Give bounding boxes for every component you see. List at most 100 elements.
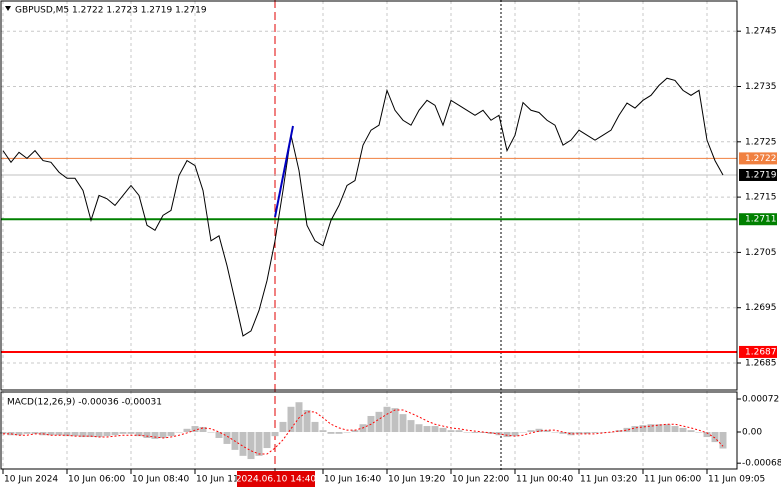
histogram-bar bbox=[7, 432, 15, 436]
histogram-bar bbox=[543, 430, 551, 433]
histogram-bar bbox=[607, 432, 615, 433]
histogram-bar bbox=[327, 432, 335, 434]
x-tick-label: 10 Jun 19:20 bbox=[388, 475, 445, 485]
histogram-bar bbox=[335, 432, 343, 434]
signal-line bbox=[3, 409, 724, 455]
histogram-bar bbox=[631, 426, 639, 433]
histogram-bar bbox=[503, 432, 511, 438]
histogram-bar bbox=[239, 432, 247, 456]
histogram-bar bbox=[455, 430, 463, 433]
histogram-bar bbox=[375, 411, 383, 433]
marks bbox=[0, 77, 737, 460]
histogram-bar bbox=[527, 430, 535, 433]
y-tick-label: 1.2725 bbox=[745, 137, 777, 147]
histogram-bar bbox=[383, 406, 391, 433]
price-frame bbox=[0, 0, 738, 391]
histogram-bar bbox=[575, 432, 583, 434]
histogram-bar bbox=[551, 432, 559, 433]
histogram-bar bbox=[287, 406, 295, 433]
histogram-bar bbox=[519, 432, 527, 433]
histogram-bar bbox=[167, 432, 175, 437]
histogram-bar bbox=[599, 432, 607, 433]
histogram-bar bbox=[215, 432, 223, 438]
price-level-label: 1.2687 bbox=[745, 347, 777, 357]
macd-frame bbox=[0, 391, 738, 470]
histogram-bar bbox=[103, 432, 111, 437]
histogram-bar bbox=[439, 427, 447, 433]
histogram-bar bbox=[703, 432, 711, 438]
histogram-bar bbox=[719, 432, 727, 449]
histogram-bar bbox=[391, 408, 399, 433]
histogram-bar bbox=[679, 427, 687, 433]
histogram-bar bbox=[511, 432, 519, 437]
grid bbox=[1, 1, 737, 469]
symbol-icon bbox=[5, 6, 11, 11]
histogram-bar bbox=[247, 432, 255, 460]
x-highlight-box bbox=[237, 471, 315, 487]
histogram-bar bbox=[159, 432, 167, 438]
histogram-bar bbox=[639, 425, 647, 433]
histogram-bar bbox=[687, 430, 695, 433]
price-level-box bbox=[739, 152, 777, 165]
histogram-bar bbox=[55, 432, 63, 436]
x-tick-label: 10 Jun 16:40 bbox=[324, 475, 381, 485]
histogram-bar bbox=[199, 426, 207, 433]
x-tick-label: 10 Jun 11:20 bbox=[196, 475, 253, 485]
histogram-bar bbox=[15, 432, 23, 436]
histogram-bar bbox=[279, 421, 287, 433]
histogram-bar bbox=[87, 432, 95, 438]
x-tick-label: 11 Jun 00:40 bbox=[516, 475, 573, 485]
histogram-bar bbox=[191, 426, 199, 433]
histogram-bar bbox=[535, 428, 543, 433]
histogram-bar bbox=[423, 426, 431, 433]
x-tick-label: 10 Jun 2024 bbox=[4, 475, 58, 485]
y-tick-label: 1.2685 bbox=[745, 359, 777, 369]
x-tick-label: 11 Jun 09:05 bbox=[708, 475, 765, 485]
histogram-bar bbox=[295, 402, 303, 433]
x-tick-label: 10 Jun 22:00 bbox=[452, 475, 509, 485]
histogram-bar bbox=[319, 430, 327, 433]
price-level-box bbox=[739, 168, 777, 181]
y-tick-label: 1.2735 bbox=[745, 82, 777, 92]
histogram-bar bbox=[311, 421, 319, 433]
y-tick-label: 1.2745 bbox=[745, 27, 777, 37]
x-highlight-label: 2024.06.10 14:40 bbox=[236, 475, 317, 485]
histogram-bar bbox=[431, 426, 439, 433]
histogram-bar bbox=[143, 432, 151, 438]
histogram-bar bbox=[207, 432, 215, 433]
x-tick-label: 10 Jun 08:40 bbox=[132, 475, 189, 485]
histogram-bar bbox=[399, 414, 407, 433]
labels: 1.2745 1.2735 1.2725 1.2715 1.2705 1.2695 1.26… bbox=[2, 27, 781, 487]
x-tick-label: 10 Jun 06:00 bbox=[68, 475, 125, 485]
price-level-label: 1.2711 bbox=[745, 215, 777, 225]
histogram-bar bbox=[415, 424, 423, 433]
histogram-bar bbox=[111, 432, 119, 436]
macd-title: MACD(12,26,9) -0.00036 -0.00031 bbox=[7, 398, 162, 408]
histogram-bar bbox=[63, 432, 71, 437]
histogram-bar bbox=[559, 432, 567, 434]
y-tick-label: 0.00 bbox=[742, 428, 762, 438]
histogram-bar bbox=[0, 432, 7, 434]
histogram-bar bbox=[263, 432, 271, 449]
x-tick-label: 11 Jun 03:20 bbox=[580, 475, 637, 485]
histogram-bar bbox=[407, 420, 415, 433]
histogram-bar bbox=[343, 432, 351, 433]
histogram-bar bbox=[655, 424, 663, 433]
y-tick-label: -0.00068 bbox=[742, 459, 781, 469]
histogram-bar bbox=[71, 432, 79, 437]
y-tick-label: 1.2705 bbox=[745, 248, 777, 258]
price-level-label: 1.2722 bbox=[745, 154, 777, 164]
y-tick-label: 1.2695 bbox=[745, 303, 777, 313]
histogram-bar bbox=[271, 432, 279, 437]
price-level-label: 1.2719 bbox=[745, 170, 777, 180]
price-line bbox=[2, 77, 724, 337]
histogram-bar bbox=[79, 432, 87, 438]
histogram-bar bbox=[47, 432, 55, 436]
histogram-bar bbox=[183, 428, 191, 433]
histogram-bar bbox=[119, 432, 127, 434]
y-tick-label: 1.2715 bbox=[745, 193, 777, 203]
histogram-bar bbox=[31, 432, 39, 434]
histogram-bar bbox=[303, 410, 311, 433]
histogram-bar bbox=[615, 430, 623, 433]
